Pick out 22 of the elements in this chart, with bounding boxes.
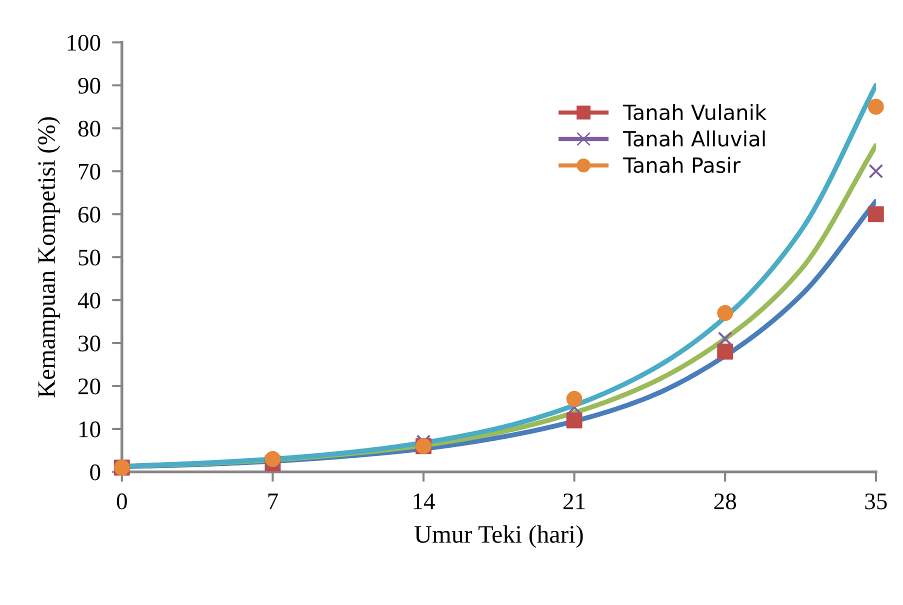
x-tick-label: 21 (564, 493, 585, 510)
y-tick-label: 30 (78, 336, 100, 352)
y-tick-label: 90 (78, 78, 100, 94)
x-tick-label: 7 (268, 494, 278, 510)
y-tick-label: 10 (80, 421, 100, 438)
legend-label: Tanah Alluvial (623, 130, 765, 147)
legend-label: Tanah Vulanik (623, 104, 767, 120)
x-axis-title: Umur Teki (hari) (414, 525, 583, 548)
y-tick-label: 20 (78, 378, 100, 394)
y-tick-label: 40 (78, 292, 100, 309)
x-tick-label: 14 (414, 494, 435, 510)
y-tick-label: 100 (68, 34, 100, 51)
y-tick-label: 70 (79, 164, 100, 180)
legend-label: Tanah Pasir (623, 156, 741, 174)
y-tick-label: 60 (78, 206, 100, 223)
y-tick-label: 0 (90, 464, 100, 480)
x-tick-label: 35 (865, 493, 887, 510)
y-tick-label: 50 (78, 250, 100, 266)
y-tick-label: 80 (78, 120, 100, 137)
x-tick-label: 0 (116, 493, 127, 510)
x-tick-label: 28 (714, 493, 736, 510)
y-axis-title: Kemampuan Kompetisi (%) (37, 117, 60, 398)
